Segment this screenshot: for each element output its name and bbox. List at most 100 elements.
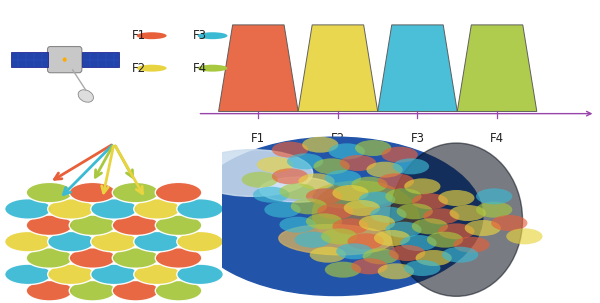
Text: F1: F1 [251,132,265,145]
Circle shape [112,215,159,235]
Polygon shape [457,25,537,112]
Circle shape [197,65,227,72]
Circle shape [359,192,395,208]
Circle shape [155,182,202,203]
Text: F2: F2 [331,132,345,145]
Circle shape [412,218,448,234]
Circle shape [272,142,308,158]
Circle shape [26,215,73,235]
Circle shape [355,140,391,156]
Circle shape [242,172,278,188]
Circle shape [449,205,486,221]
Circle shape [389,245,425,261]
Circle shape [91,231,137,252]
Ellipse shape [313,181,395,208]
Circle shape [134,231,181,252]
Text: F1: F1 [132,29,146,42]
Circle shape [313,158,350,174]
Circle shape [476,202,512,218]
Ellipse shape [260,177,335,202]
Circle shape [306,188,342,204]
Circle shape [438,190,475,206]
Circle shape [298,173,335,189]
Circle shape [344,200,380,216]
Circle shape [306,213,342,229]
Circle shape [423,208,460,224]
Text: F4: F4 [490,132,504,145]
Circle shape [295,232,331,248]
Circle shape [404,178,440,194]
Circle shape [155,248,202,268]
Circle shape [5,199,51,219]
Circle shape [177,264,223,285]
Ellipse shape [192,150,313,196]
Circle shape [287,153,323,169]
Circle shape [69,182,116,203]
Text: F3: F3 [410,132,424,145]
Circle shape [400,235,437,251]
Circle shape [272,168,308,184]
Circle shape [427,232,463,248]
Circle shape [265,202,301,218]
Circle shape [359,215,395,231]
Circle shape [280,217,316,233]
Circle shape [91,264,137,285]
Circle shape [69,215,116,235]
Circle shape [321,228,358,244]
Circle shape [5,231,51,252]
Circle shape [332,218,368,234]
Circle shape [336,243,373,259]
Circle shape [134,199,181,219]
Circle shape [351,258,388,274]
Circle shape [257,157,293,173]
Circle shape [26,281,73,301]
Circle shape [26,248,73,268]
Circle shape [438,223,475,239]
Text: F4: F4 [193,62,207,75]
Circle shape [464,220,501,236]
Text: F2: F2 [132,62,146,75]
Circle shape [404,260,440,276]
Ellipse shape [390,143,523,296]
Circle shape [491,215,527,231]
Circle shape [454,237,490,253]
Circle shape [134,264,181,285]
Circle shape [177,199,223,219]
Circle shape [91,199,137,219]
Circle shape [362,248,399,264]
Circle shape [325,262,361,278]
Polygon shape [298,25,378,112]
Circle shape [5,264,51,285]
FancyBboxPatch shape [82,52,119,67]
Circle shape [397,203,433,219]
Circle shape [302,137,338,153]
Circle shape [378,263,414,279]
Circle shape [378,173,414,189]
Circle shape [155,281,202,301]
Circle shape [385,222,422,238]
Circle shape [112,182,159,203]
Circle shape [197,32,227,39]
Circle shape [506,228,542,244]
Circle shape [291,198,327,214]
Circle shape [476,188,512,204]
Circle shape [382,147,418,163]
Ellipse shape [78,90,94,102]
Circle shape [374,230,410,246]
Ellipse shape [313,181,419,251]
Circle shape [112,248,159,268]
Polygon shape [218,25,298,112]
Circle shape [385,188,422,204]
Circle shape [347,233,384,249]
Circle shape [280,183,316,199]
Circle shape [112,281,159,301]
Circle shape [329,143,365,159]
FancyBboxPatch shape [11,52,47,67]
Circle shape [137,65,167,72]
Circle shape [351,177,388,193]
Circle shape [62,58,67,62]
Circle shape [26,182,73,203]
Circle shape [442,247,478,263]
Circle shape [69,248,116,268]
Circle shape [137,32,167,39]
